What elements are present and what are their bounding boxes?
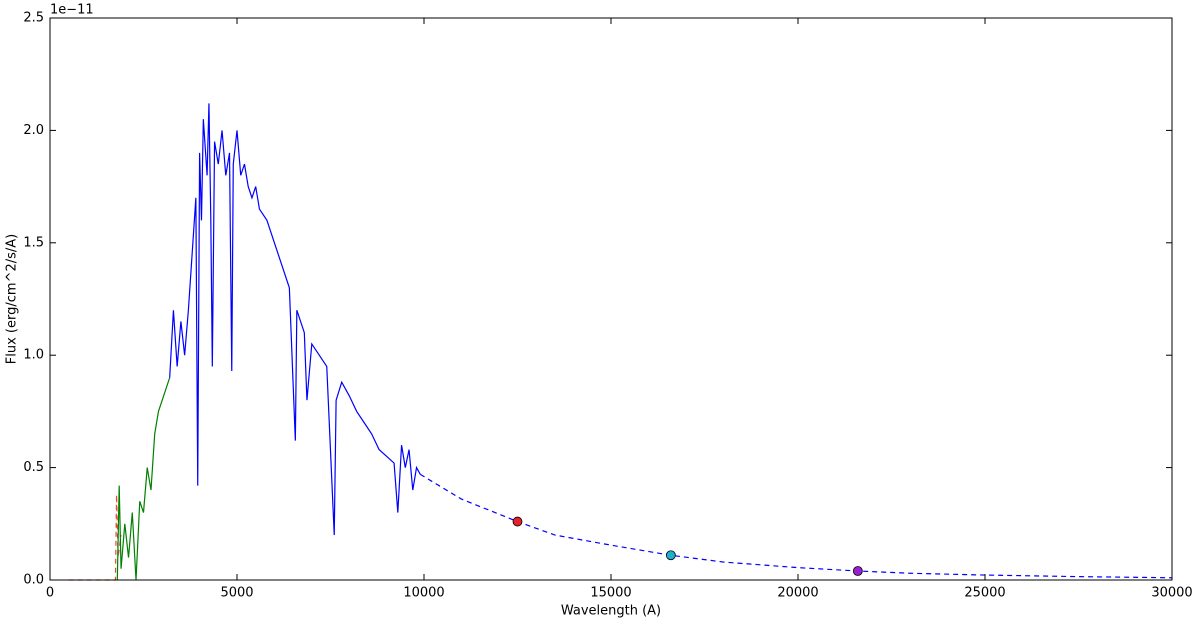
- y-tick-label: 1.5: [23, 235, 44, 250]
- plot-frame: [49, 17, 1173, 581]
- y-tick-label: 1.0: [23, 348, 44, 363]
- y-tick-label: 0.5: [23, 460, 44, 475]
- series-line: [116, 377, 171, 581]
- x-tick-label: 30000: [1151, 586, 1192, 601]
- data-point: [852, 566, 863, 576]
- x-tick-label: 15000: [590, 586, 631, 601]
- x-tick-label: 20000: [777, 586, 818, 601]
- series-line: [419, 473, 1173, 579]
- x-tick-label: 0: [46, 586, 54, 601]
- x-tick-label: 5000: [220, 586, 253, 601]
- y-axis-label: Flux (erg/cm^2/s/A): [5, 234, 20, 364]
- data-point: [512, 516, 523, 527]
- data-point: [665, 550, 676, 561]
- y-tick-label: 0.0: [23, 573, 44, 588]
- x-tick-label: 10000: [403, 586, 444, 601]
- y-tick-label: 2.5: [23, 11, 44, 26]
- x-axis-label: Wavelength (A): [561, 604, 661, 619]
- series-line: [68, 494, 122, 581]
- y-tick-label: 2.0: [23, 123, 44, 138]
- x-tick-label: 25000: [964, 586, 1005, 601]
- series-line: [169, 103, 421, 536]
- offset-text: 1e−11: [50, 3, 94, 18]
